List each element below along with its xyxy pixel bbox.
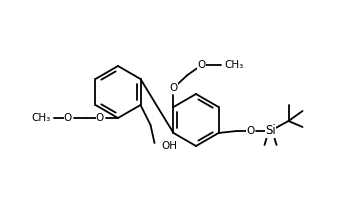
Text: O: O <box>96 113 104 123</box>
Text: Si: Si <box>265 125 276 138</box>
Text: CH₃: CH₃ <box>32 113 51 123</box>
Text: O: O <box>64 113 72 123</box>
Text: O: O <box>197 60 206 70</box>
Text: CH₃: CH₃ <box>225 60 244 70</box>
Text: O: O <box>246 126 255 136</box>
Text: O: O <box>169 83 178 93</box>
Text: OH: OH <box>161 141 178 151</box>
